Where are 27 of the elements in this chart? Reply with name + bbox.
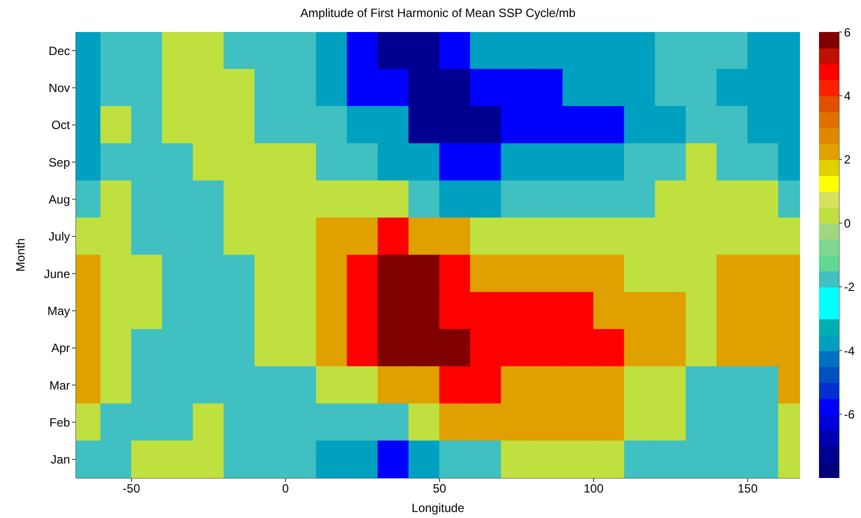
- color-bar-label: -2: [844, 280, 855, 294]
- color-bar-label: 0: [844, 216, 851, 230]
- chart-title: Amplitude of First Harmonic of Mean SSP Cycle/mb: [299, 6, 577, 20]
- y-tick-label: Sep: [48, 155, 70, 170]
- x-tick-label: 0: [282, 482, 290, 496]
- color-bar-label: 2: [844, 152, 851, 167]
- y-tick-label: July: [48, 230, 70, 244]
- x-tick-label: -50: [122, 482, 140, 496]
- y-tick-label: Dec: [48, 44, 70, 58]
- y-tick-label: Aug: [48, 192, 70, 207]
- y-axis-title: Month: [13, 238, 28, 272]
- x-tick-label: 100: [584, 482, 604, 496]
- x-axis-title: Longitude: [412, 501, 465, 515]
- y-tick-label: Mar: [49, 378, 70, 392]
- y-tick-label: Apr: [51, 341, 70, 356]
- color-bar-label: -6: [844, 408, 855, 422]
- y-tick-label: Jan: [50, 452, 70, 467]
- color-bar-label: 6: [844, 25, 851, 40]
- y-tick-label: June: [44, 266, 70, 281]
- color-bar-label: 4: [844, 88, 851, 103]
- y-tick-label: Nov: [48, 81, 70, 96]
- y-tick-label: Feb: [49, 416, 70, 430]
- color-bar-label: -4: [844, 344, 855, 358]
- x-tick-label: 50: [432, 482, 447, 496]
- y-tick-label: May: [47, 304, 70, 318]
- x-tick-label: 150: [738, 482, 758, 496]
- y-tick-label: Oct: [51, 118, 71, 132]
